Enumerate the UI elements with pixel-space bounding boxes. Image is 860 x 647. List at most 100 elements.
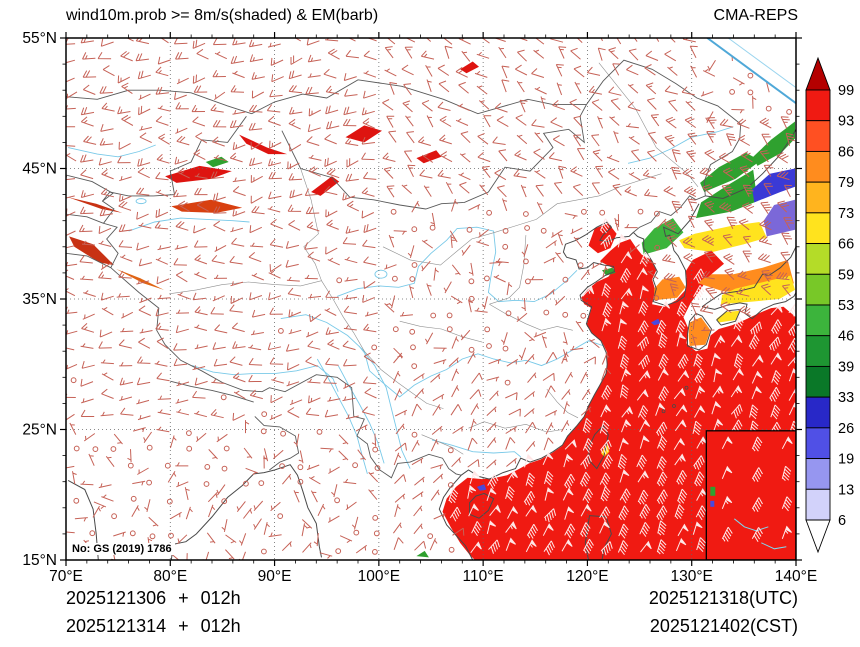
wind-barb — [647, 149, 657, 162]
wind-barb — [339, 535, 353, 544]
wind-barb — [676, 301, 687, 317]
wind-barb — [175, 127, 188, 134]
wind-barb — [426, 115, 434, 128]
wind-barb — [394, 409, 408, 417]
wind-barb — [170, 511, 182, 520]
wind-barb — [155, 66, 169, 77]
prob-region-shandong_tip_green — [602, 267, 616, 276]
wind-barb — [304, 274, 318, 280]
wind-barb — [516, 80, 525, 93]
wind-barb — [102, 65, 115, 77]
wind-barb — [194, 173, 208, 179]
wind-barb — [212, 119, 227, 128]
wind-barb — [501, 332, 508, 345]
wind-barb — [597, 47, 606, 61]
wind-barb — [83, 290, 96, 297]
colorbar-cell — [805, 181, 831, 214]
wind-barb — [591, 261, 604, 270]
wind-barb — [202, 551, 210, 560]
wind-barb — [513, 169, 527, 179]
wind-barb — [496, 115, 509, 128]
wind-barb — [403, 83, 412, 96]
wind-barb — [543, 437, 554, 451]
map-license-note: No: GS (2019) 1786 — [69, 543, 175, 555]
colorbar-under-arrow — [805, 519, 831, 554]
wind-barb — [308, 475, 321, 485]
wind-barb — [80, 275, 94, 281]
wind-barb — [248, 122, 263, 131]
wind-barb — [580, 371, 589, 384]
country-border-line — [117, 273, 462, 479]
wind-barb — [413, 373, 425, 382]
wind-barb — [363, 323, 377, 333]
wind-barb — [177, 534, 188, 545]
wind-barb — [599, 420, 610, 436]
wind-barb — [738, 134, 751, 146]
coastline — [170, 464, 322, 560]
wind-barb — [647, 131, 657, 144]
wind-barb — [582, 285, 595, 297]
wind-barb — [563, 401, 570, 415]
province-border-line — [300, 168, 322, 281]
wind-barb — [612, 183, 622, 196]
wind-barb — [586, 66, 601, 76]
calm-wind-circle — [186, 445, 193, 452]
calm-wind-circle — [353, 529, 360, 536]
wind-barb — [550, 38, 564, 43]
inset-blue-speck — [710, 500, 715, 507]
wind-barb — [399, 311, 413, 317]
wind-barb — [572, 184, 584, 196]
wind-barb — [342, 192, 356, 201]
calm-wind-circle — [447, 482, 454, 488]
wind-barb — [644, 64, 656, 76]
wind-barb — [780, 116, 790, 129]
prob-region-west_tianshan_red — [68, 197, 123, 213]
wind-barb — [413, 505, 423, 517]
wind-barb — [308, 154, 322, 161]
domain-edge-line-2 — [727, 38, 796, 88]
wind-barb — [137, 70, 151, 80]
wind-barb — [127, 449, 132, 463]
wind-barb — [361, 210, 375, 219]
wind-barb — [620, 384, 629, 399]
wind-barb — [251, 273, 264, 281]
calm-wind-circle — [392, 326, 399, 333]
calm-wind-circle — [466, 226, 473, 233]
wind-barb — [476, 85, 488, 95]
calm-wind-circle — [747, 72, 754, 79]
wind-barb — [562, 332, 568, 345]
wind-barb — [306, 331, 319, 338]
wind-barb — [494, 168, 507, 181]
wind-barb — [433, 359, 447, 365]
wind-barb — [449, 506, 462, 522]
wind-barb — [601, 317, 612, 332]
wind-barb — [671, 200, 682, 214]
wind-barb — [617, 454, 628, 470]
wind-barb — [543, 256, 556, 264]
wind-barb — [544, 470, 554, 486]
wind-barb — [521, 297, 526, 312]
wind-barb — [432, 393, 445, 402]
wind-barb — [758, 235, 772, 246]
wind-barb — [601, 352, 610, 365]
calm-wind-circle — [373, 530, 380, 537]
wind-barb — [600, 439, 612, 455]
wind-barb — [323, 68, 337, 79]
wind-barb — [544, 508, 557, 523]
wind-barb — [432, 404, 441, 416]
river-line — [128, 217, 250, 232]
province-border-line — [321, 280, 365, 352]
wind-barb — [687, 132, 698, 145]
wind-barb — [362, 376, 377, 385]
wind-barb — [687, 215, 696, 229]
wind-barb — [118, 224, 133, 233]
wind-barb — [638, 370, 651, 382]
wind-barb — [699, 167, 713, 177]
calm-wind-circle — [523, 211, 529, 217]
wind-barb — [600, 541, 613, 556]
wind-barb — [323, 376, 337, 384]
province-border-line — [598, 62, 657, 148]
wind-barb — [468, 262, 474, 276]
wind-barb — [88, 453, 95, 466]
x-axis-tick-label: 80°E — [153, 568, 187, 585]
